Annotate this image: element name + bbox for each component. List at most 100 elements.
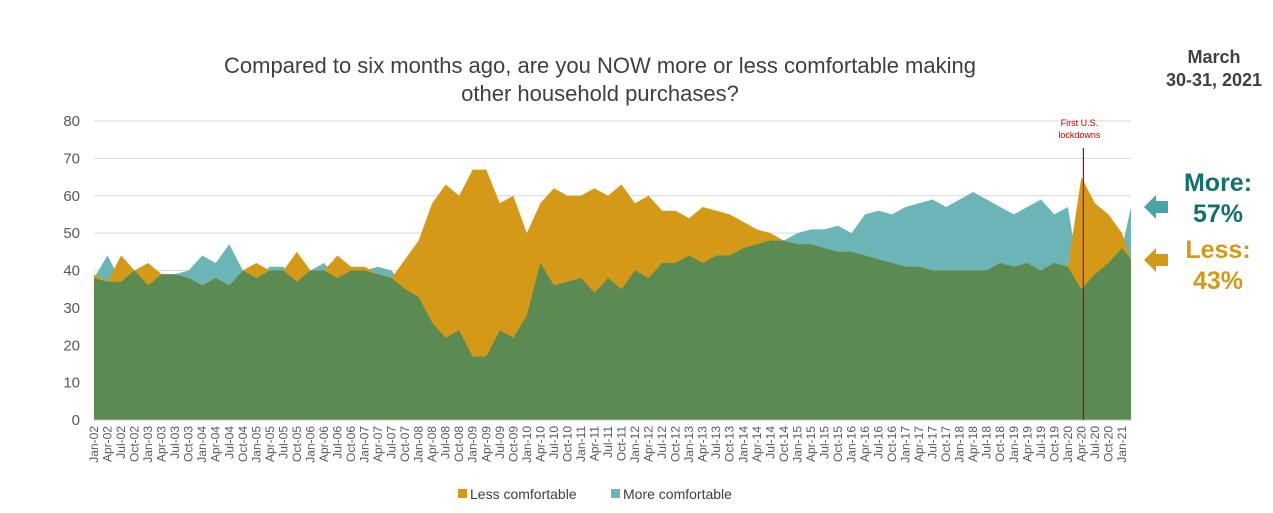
x-tick-label: Jan-06 [303,426,317,463]
less-data-point [688,217,690,219]
x-tick-label: Oct-13 [723,426,737,462]
x-tick-label: Jan-02 [87,426,101,463]
less-data-point [1081,176,1083,178]
more-data-point [418,296,420,298]
x-tick-label: Apr-09 [479,426,493,462]
y-tick-label: 80 [63,113,80,130]
more-data-point [93,277,95,279]
less-data-point [1040,270,1042,272]
less-callout-value: 43% [1192,267,1244,295]
more-data-point [999,206,1001,208]
less-data-point [621,184,623,186]
more-data-point [729,255,731,257]
less-data-point [107,281,109,283]
more-data-point [404,288,406,290]
less-data-point [418,240,420,242]
x-tick-label: Jul-02 [114,426,128,459]
less-data-point [851,251,853,253]
x-tick-label: Oct-14 [777,426,791,462]
x-tick-label: Apr-10 [533,426,547,462]
x-tick-label: Oct-08 [452,426,466,462]
more-data-point [256,277,258,279]
less-data-point [661,210,663,212]
legend-swatch-more [611,489,620,498]
more-data-point [1121,247,1123,249]
less-data-point [404,258,406,260]
more-data-point [864,214,866,216]
more-data-point [391,270,393,272]
chart-title: Compared to six months ago, are you NOW … [160,52,1040,108]
x-tick-label: Jul-07 [385,426,399,459]
more-data-point [905,206,907,208]
less-data-point [283,270,285,272]
less-data-point [999,262,1001,264]
less-data-point [1054,262,1056,264]
less-data-point [959,270,961,272]
more-data-point [1013,214,1015,216]
less-data-point [337,255,339,257]
y-tick-label: 60 [63,188,80,205]
x-tick-label: Oct-05 [290,426,304,462]
more-data-point [1108,262,1110,264]
x-tick-label: Jan-07 [358,426,372,463]
more-data-point [770,240,772,242]
more-data-point [283,266,285,268]
x-tick-label: Apr-18 [966,426,980,462]
less-data-point [715,210,717,212]
x-tick-label: Jan-13 [682,426,696,463]
x-tick-label: Apr-04 [209,426,223,462]
less-data-point [932,270,934,272]
less-callout-arrow-icon [1144,248,1168,272]
more-data-point [296,281,298,283]
more-data-point [1067,206,1069,208]
x-tick-label: Jul-12 [655,426,669,459]
chart-title-line1: Compared to six months ago, are you NOW … [224,53,976,78]
y-tick-label: 30 [63,300,80,317]
less-data-point [1130,258,1132,260]
x-tick-label: Apr-08 [425,426,439,462]
less-data-point [445,184,447,186]
x-tick-label: Oct-12 [669,426,683,462]
less-data-point [972,270,974,272]
more-data-point [607,277,609,279]
less-data-point [770,232,772,234]
more-data-point [147,285,149,287]
less-data-point [296,251,298,253]
less-data-point [729,214,731,216]
more-data-point [188,270,190,272]
x-tick-label: Oct-03 [182,426,196,462]
less-data-point [540,202,542,204]
less-data-point [648,195,650,197]
x-tick-label: Jan-08 [412,426,426,463]
more-data-point [201,255,203,257]
legend-label-more: More comfortable [623,486,732,502]
more-data-point [634,270,636,272]
x-tick-label: Jan-16 [844,426,858,463]
x-tick-label: Jan-09 [466,426,480,463]
less-data-point [147,262,149,264]
more-callout-arrow-icon [1144,195,1168,219]
less-data-point [742,221,744,223]
more-data-point [337,277,339,279]
more-data-point [161,273,163,275]
less-data-point [93,273,95,275]
legend-swatch-less [458,489,467,498]
more-data-point [1054,214,1056,216]
more-data-point [107,255,109,257]
more-data-point [715,255,717,257]
x-tick-label: Apr-06 [317,426,331,462]
x-tick-label: Jan-11 [574,426,588,462]
x-tick-label: Jul-09 [493,426,507,459]
less-data-point [607,195,609,197]
less-data-point [864,255,866,257]
more-data-point [810,229,812,231]
y-tick-label: 50 [63,225,80,242]
less-data-point [120,255,122,257]
less-data-point [391,277,393,279]
less-data-point [810,244,812,246]
more-data-point [174,273,176,275]
more-data-point [215,262,217,264]
x-tick-label: Apr-15 [804,426,818,462]
x-tick-label: Oct-17 [939,426,953,462]
